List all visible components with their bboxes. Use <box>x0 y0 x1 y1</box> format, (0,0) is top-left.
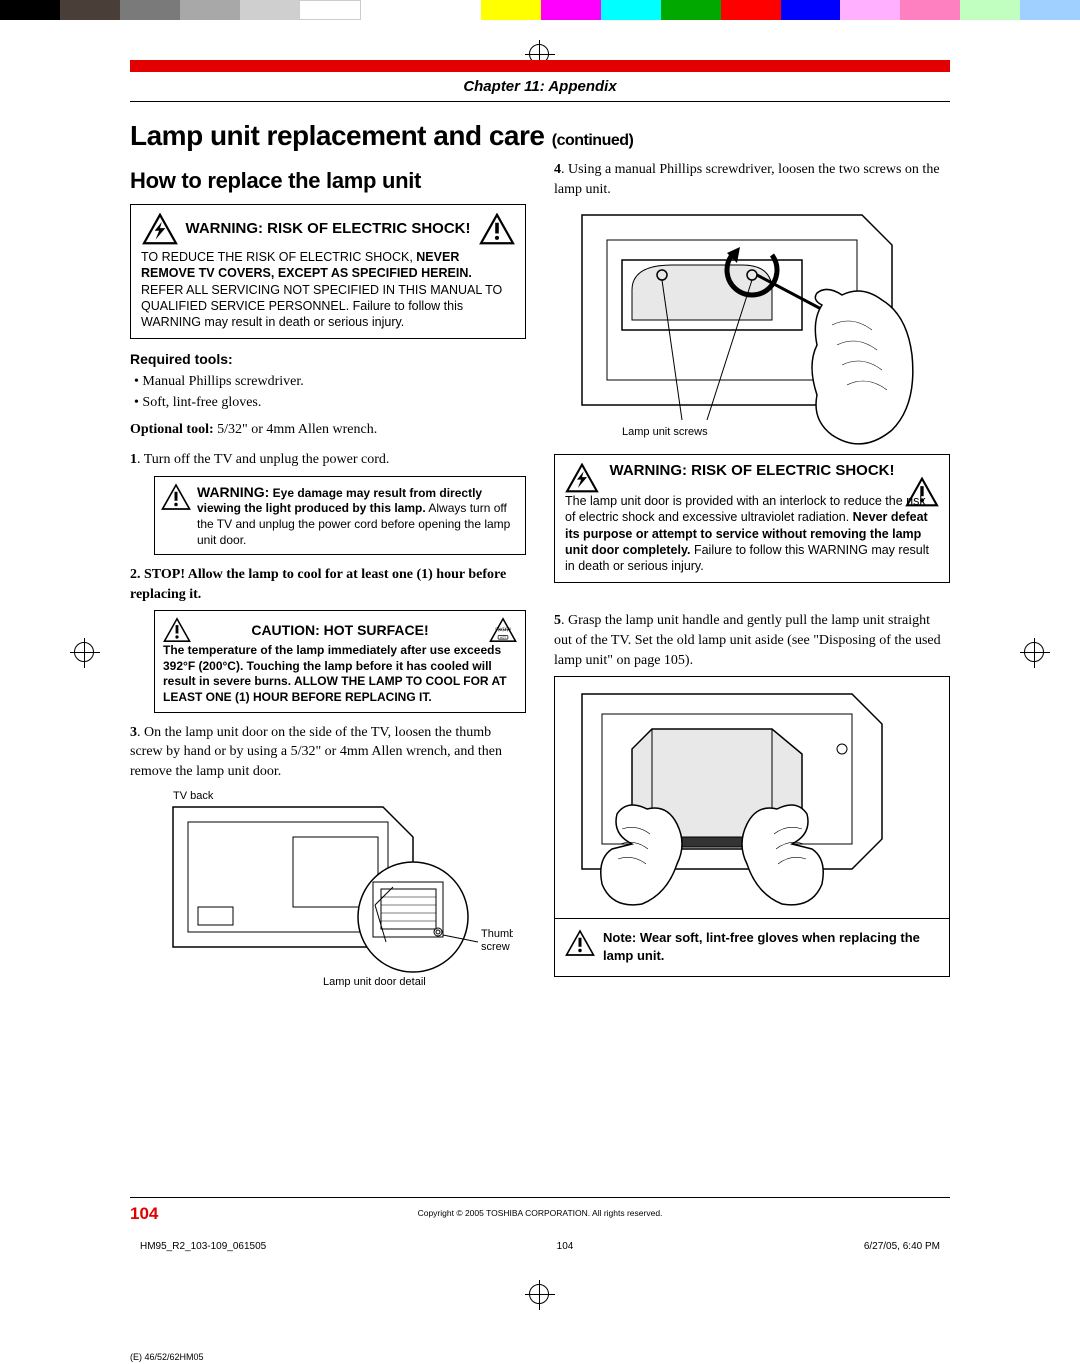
copyright-text: Copyright © 2005 TOSHIBA CORPORATION. Al… <box>418 1208 663 1218</box>
section-heading: How to replace the lamp unit <box>130 168 526 194</box>
warning-text: TO REDUCE THE RISK OF ELECTRIC SHOCK, <box>141 250 416 264</box>
header-divider <box>130 101 950 102</box>
warning-body: The lamp unit door is provided with an i… <box>565 493 939 574</box>
color-calibration-bar <box>0 0 1080 20</box>
warning-label: WARNING: <box>197 484 269 500</box>
warning-text2: REFER ALL SERVICING NOT SPECIFIED IN THI… <box>141 283 502 330</box>
red-header-bar <box>130 60 950 72</box>
crop-mark-right <box>1020 638 1050 668</box>
misc-bottom-text: (E) 46/52/62HM05 <box>130 1352 204 1362</box>
exclaim-triangle-icon <box>905 477 939 507</box>
step-num: 2 <box>130 567 137 582</box>
chapter-label: Chapter 11: Appendix <box>130 74 950 101</box>
inline-warning-body: WARNING: Eye damage may result from dire… <box>197 483 517 548</box>
caution-title: CAUTION: HOT SURFACE! <box>197 621 483 639</box>
eye-damage-warning-box: WARNING: Eye damage may result from dire… <box>154 476 526 555</box>
exclaim-triangle-icon <box>161 483 191 511</box>
hot-triangle-icon: CAUTIONHOT <box>489 617 517 643</box>
warning-title: WARNING: RISK OF ELECTRIC SHOCK! <box>186 221 471 238</box>
title-text: Lamp unit replacement and care <box>130 120 544 151</box>
step-1: 1. Turn off the TV and unplug the power … <box>130 450 526 470</box>
required-tools-heading: Required tools: <box>130 351 526 367</box>
optional-text: 5/32" or 4mm Allen wrench. <box>214 422 378 437</box>
job-info-line: HM95_R2_103-109_061505 104 6/27/05, 6:40… <box>130 1241 950 1252</box>
job-page: 104 <box>557 1241 574 1252</box>
svg-text:Lamp unit door detail: Lamp unit door detail <box>323 976 426 987</box>
crop-mark-bottom <box>525 1280 555 1310</box>
svg-text:Thumb: Thumb <box>481 928 513 940</box>
left-column: How to replace the lamp unit WARNING: RI… <box>130 158 526 991</box>
step-2: 2. STOP! Allow the lamp to cool for at l… <box>130 565 526 604</box>
exclaim-triangle-icon <box>163 617 191 643</box>
step-text: Allow the lamp to cool for at least one … <box>130 567 506 602</box>
crop-mark-left <box>70 638 100 668</box>
step-3: 3. On the lamp unit door on the side of … <box>130 723 526 782</box>
lamp-pull-diagram-box: Note: Wear soft, lint-free gloves when r… <box>554 676 950 977</box>
warning-body: TO REDUCE THE RISK OF ELECTRIC SHOCK, NE… <box>141 249 515 330</box>
exclaim-triangle-icon <box>479 213 515 245</box>
bolt-triangle-icon <box>565 463 599 493</box>
right-column: 4. Using a manual Phillips screwdriver, … <box>554 158 950 991</box>
warning-electric-shock-box: WARNING: RISK OF ELECTRIC SHOCK! TO REDU… <box>130 204 526 339</box>
job-date: 6/27/05, 6:40 PM <box>864 1241 940 1252</box>
diagram-label-tvback: TV back <box>173 790 214 802</box>
exclaim-triangle-icon <box>565 929 595 957</box>
svg-text:HOT: HOT <box>500 636 506 640</box>
lamp-pull-diagram <box>563 689 941 914</box>
step-4: 4. Using a manual Phillips screwdriver, … <box>554 160 950 199</box>
hot-surface-caution-box: CAUTION: HOT SURFACE! CAUTIONHOT The tem… <box>154 610 526 712</box>
step-num: 3 <box>130 725 137 740</box>
optional-tool: Optional tool: 5/32" or 4mm Allen wrench… <box>130 421 526 440</box>
page-title: Lamp unit replacement and care (continue… <box>130 120 950 152</box>
page-content: Chapter 11: Appendix Lamp unit replaceme… <box>130 60 950 1260</box>
step-text: . Using a manual Phillips screwdriver, l… <box>554 162 940 197</box>
title-continued: (continued) <box>552 132 634 149</box>
job-file: HM95_R2_103-109_061505 <box>140 1241 266 1252</box>
warning-title: WARNING: RISK OF ELECTRIC SHOCK! <box>565 463 939 480</box>
page-number: 104 <box>130 1204 158 1224</box>
tools-list: Manual Phillips screwdriver. Soft, lint-… <box>134 371 526 413</box>
optional-label: Optional tool: <box>130 422 214 437</box>
step-text: . On the lamp unit door on the side of t… <box>130 725 502 779</box>
step-num: 5 <box>554 613 561 628</box>
step-num: 4 <box>554 162 561 177</box>
tv-back-diagram: TV back <box>130 787 526 987</box>
svg-text:screw: screw <box>481 941 510 953</box>
screw-diagram: Lamp unit screws <box>554 205 950 450</box>
step-text: . Grasp the lamp unit handle and gently … <box>554 613 941 667</box>
glove-note-box: Note: Wear soft, lint-free gloves when r… <box>555 918 949 976</box>
step-label: . STOP! <box>137 567 185 582</box>
tool-item: Manual Phillips screwdriver. <box>134 371 526 392</box>
note-text: Note: Wear soft, lint-free gloves when r… <box>603 929 939 964</box>
step-5: 5. Grasp the lamp unit handle and gently… <box>554 611 950 670</box>
page-footer: 104 Copyright © 2005 TOSHIBA CORPORATION… <box>130 1197 950 1224</box>
caution-body: The temperature of the lamp immediately … <box>163 643 507 704</box>
step-text: . Turn off the TV and unplug the power c… <box>137 452 389 467</box>
tool-item: Soft, lint-free gloves. <box>134 392 526 413</box>
step-num: 1 <box>130 452 137 467</box>
svg-text:Lamp unit screws: Lamp unit screws <box>622 426 708 438</box>
bolt-triangle-icon <box>142 213 178 245</box>
warning-interlock-box: WARNING: RISK OF ELECTRIC SHOCK! The lam… <box>554 454 950 583</box>
